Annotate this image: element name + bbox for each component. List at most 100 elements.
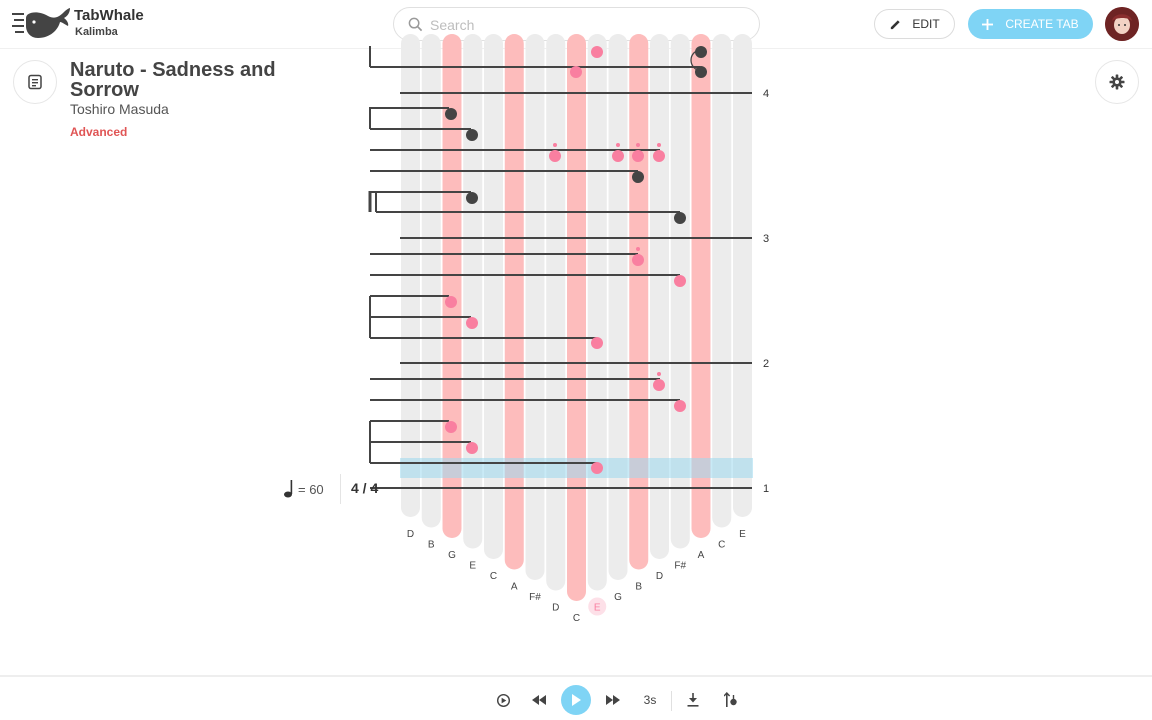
note [653, 379, 665, 391]
note-lines [368, 46, 701, 464]
rewind-icon [532, 695, 546, 705]
note [653, 150, 665, 162]
tine-label: E [469, 561, 476, 572]
note [549, 150, 561, 162]
kalimba-tines [401, 34, 752, 601]
measure-number: 3 [763, 233, 769, 245]
search-icon [408, 17, 423, 32]
song-artist[interactable]: Toshiro Masuda [70, 101, 169, 117]
note [632, 150, 644, 162]
note [632, 171, 644, 183]
note [674, 275, 686, 287]
tine-labels: D B G E C A F# D C E G B D F# A C E [407, 529, 746, 624]
gear-icon [1109, 74, 1125, 90]
search-input[interactable] [430, 14, 730, 36]
edit-label: EDIT [912, 17, 940, 31]
measure-number: 2 [763, 358, 769, 370]
tine-label: B [428, 540, 435, 551]
time-signature[interactable]: 4 / 4 [351, 480, 379, 496]
tine-label: D [552, 603, 559, 614]
pencil-icon [891, 19, 901, 29]
notes [445, 46, 707, 474]
tine-label: D [656, 571, 663, 582]
whale-logo[interactable] [12, 4, 74, 44]
tine-label: C [490, 571, 497, 582]
note [632, 254, 644, 266]
tine-label: C [573, 613, 580, 624]
note [674, 400, 686, 412]
tine[interactable] [525, 34, 545, 580]
player-divider [671, 691, 672, 711]
countdown-button[interactable]: 3s [643, 693, 657, 707]
tempo-indicator[interactable]: = 60 [284, 478, 324, 500]
app-subtitle: Kalimba [75, 26, 118, 38]
settings-button[interactable] [1095, 60, 1139, 104]
metronome-button[interactable] [493, 689, 513, 711]
tine-label: F# [529, 592, 541, 603]
tine[interactable] [587, 34, 607, 591]
fast-forward-button[interactable] [603, 689, 623, 711]
tine[interactable] [629, 34, 649, 570]
kalimba-tab[interactable]: 4 3 2 1 D B G E C A F# D C E G B D F# A C E [0, 0, 1152, 675]
difficulty-badge: Advanced [70, 125, 128, 139]
fast-forward-icon [606, 695, 620, 705]
app-name[interactable]: TabWhale [74, 7, 144, 24]
plus-icon [982, 18, 994, 30]
note [466, 317, 478, 329]
note [695, 66, 707, 78]
note [445, 108, 457, 120]
avatar[interactable] [1105, 7, 1139, 41]
tine-label: C [718, 540, 725, 551]
tine[interactable] [670, 34, 690, 549]
tine[interactable] [691, 34, 711, 538]
tine[interactable] [463, 34, 483, 549]
create-tab-button[interactable]: CREATE TAB [968, 9, 1093, 39]
tine[interactable] [608, 34, 628, 580]
quarter-note-icon [284, 480, 293, 498]
tine[interactable] [421, 34, 441, 528]
rewind-button[interactable] [529, 689, 549, 711]
note [674, 212, 686, 224]
notes-icon [28, 74, 42, 90]
note [445, 296, 457, 308]
note [695, 46, 707, 58]
note [591, 46, 603, 58]
note [570, 66, 582, 78]
tine-label: E [594, 603, 601, 614]
tine-label: F# [674, 561, 686, 572]
measure-number: 1 [763, 483, 769, 495]
tempo-value: = 60 [298, 481, 324, 497]
tine[interactable] [442, 34, 462, 538]
tine[interactable] [567, 34, 586, 601]
tuning-icon [724, 692, 737, 707]
tine-label: B [635, 582, 642, 593]
play-icon [572, 694, 581, 706]
note [466, 129, 478, 141]
edit-button[interactable]: EDIT [874, 9, 955, 39]
tine-label: G [448, 550, 456, 561]
tine-label: A [511, 582, 518, 593]
note [612, 150, 624, 162]
measure-lines [370, 92, 752, 489]
note [466, 192, 478, 204]
tine[interactable] [650, 34, 669, 559]
measure-number: 4 [763, 88, 769, 100]
tine[interactable] [546, 34, 566, 591]
note [445, 421, 457, 433]
note [591, 337, 603, 349]
tine[interactable] [712, 34, 732, 528]
tine[interactable] [484, 34, 503, 559]
tine[interactable] [733, 34, 752, 517]
play-button[interactable] [561, 685, 591, 715]
playhead[interactable] [400, 458, 753, 478]
note [466, 442, 478, 454]
song-info-button[interactable] [13, 60, 57, 104]
tuning-button[interactable] [721, 689, 741, 711]
active-tine-marker [588, 597, 607, 616]
tine-label: G [614, 592, 622, 603]
tine[interactable] [504, 34, 524, 570]
tine-label: E [739, 529, 746, 540]
create-tab-label: CREATE TAB [1005, 17, 1079, 31]
download-icon [687, 693, 699, 707]
download-button[interactable] [683, 689, 703, 711]
